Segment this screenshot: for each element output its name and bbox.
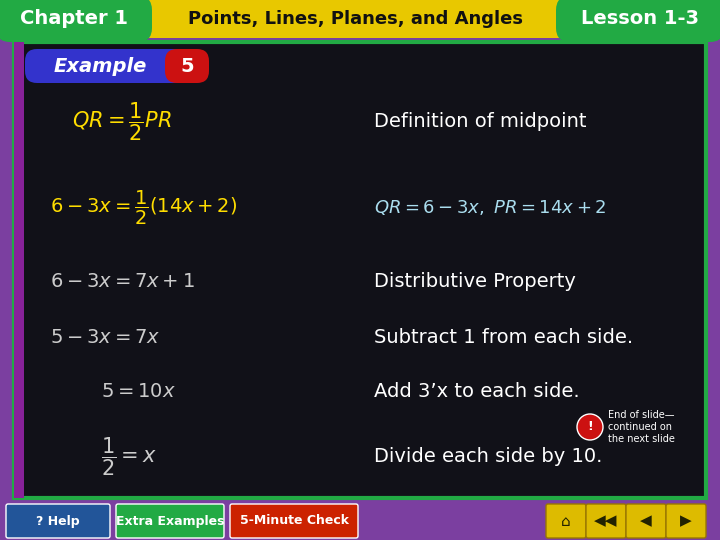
Bar	[14, 42, 706, 498]
Text: Add 3’x to each side.: Add 3’x to each side.	[374, 382, 580, 401]
FancyBboxPatch shape	[586, 504, 626, 538]
Text: 5-Minute Check: 5-Minute Check	[240, 515, 348, 528]
FancyBboxPatch shape	[230, 504, 358, 538]
Text: End of slide—
continued on
the next slide: End of slide— continued on the next slid…	[608, 410, 675, 444]
FancyBboxPatch shape	[0, 0, 152, 42]
Text: ◀◀: ◀◀	[594, 514, 618, 529]
Text: $5 = 10x$: $5 = 10x$	[101, 382, 176, 401]
Bar	[14, 42, 24, 498]
Text: $QR = 6-3x,\ PR = 14x+2$: $QR = 6-3x,\ PR = 14x+2$	[374, 198, 607, 218]
FancyBboxPatch shape	[666, 504, 706, 538]
Text: $QR = \dfrac{1}{2}PR$: $QR = \dfrac{1}{2}PR$	[72, 100, 171, 143]
FancyBboxPatch shape	[546, 504, 586, 538]
Text: $\dfrac{1}{2} = x$: $\dfrac{1}{2} = x$	[101, 435, 157, 477]
Text: ◀: ◀	[640, 514, 652, 529]
Circle shape	[577, 414, 603, 440]
Text: Chapter 1: Chapter 1	[20, 10, 128, 29]
Text: Subtract 1 from each side.: Subtract 1 from each side.	[374, 328, 634, 347]
Text: Points, Lines, Planes, and Angles: Points, Lines, Planes, and Angles	[187, 10, 523, 28]
Text: Divide each side by 10.: Divide each side by 10.	[374, 447, 603, 466]
FancyBboxPatch shape	[626, 504, 666, 538]
Bar	[0, 502, 720, 540]
Text: Distributive Property: Distributive Property	[374, 272, 576, 292]
Text: Lesson 1-3: Lesson 1-3	[581, 10, 699, 29]
Text: ▶: ▶	[680, 514, 692, 529]
Text: Definition of midpoint: Definition of midpoint	[374, 112, 587, 131]
FancyBboxPatch shape	[165, 49, 209, 83]
Text: $5-3x = 7x$: $5-3x = 7x$	[50, 328, 161, 347]
Text: !: !	[587, 421, 593, 434]
Bar	[0, 0, 20, 38]
FancyBboxPatch shape	[6, 504, 110, 538]
Text: 5: 5	[180, 57, 194, 76]
Text: Extra Examples: Extra Examples	[116, 515, 224, 528]
Text: $6-3x = \dfrac{1}{2}(14x+2)$: $6-3x = \dfrac{1}{2}(14x+2)$	[50, 189, 238, 227]
Text: Example: Example	[53, 57, 147, 76]
FancyBboxPatch shape	[556, 0, 720, 42]
Text: ? Help: ? Help	[36, 515, 80, 528]
Text: $6-3x = 7x+1$: $6-3x = 7x+1$	[50, 272, 195, 292]
Bar	[0, 0, 720, 38]
FancyBboxPatch shape	[25, 49, 206, 83]
FancyBboxPatch shape	[116, 504, 224, 538]
Bar	[700, 0, 720, 38]
Text: ⌂: ⌂	[561, 514, 571, 529]
